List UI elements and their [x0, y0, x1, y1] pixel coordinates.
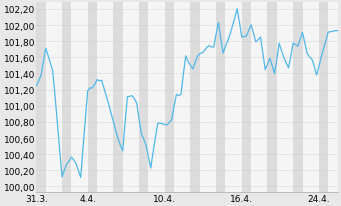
Bar	[88, 4, 97, 192]
Bar	[165, 4, 174, 192]
Bar	[319, 4, 328, 192]
Bar	[242, 4, 251, 192]
Bar	[62, 4, 71, 192]
Bar	[216, 4, 225, 192]
Bar	[139, 4, 148, 192]
Bar	[190, 4, 200, 192]
Bar	[36, 4, 46, 192]
Bar	[293, 4, 302, 192]
Bar	[267, 4, 277, 192]
Bar	[114, 4, 123, 192]
